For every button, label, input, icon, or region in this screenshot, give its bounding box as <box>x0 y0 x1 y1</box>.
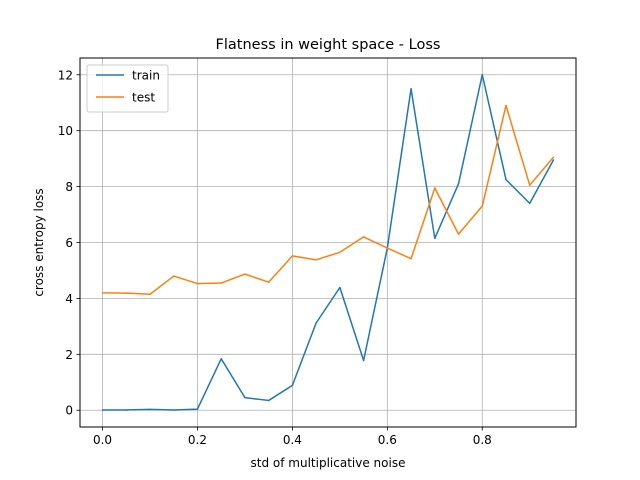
y-tick-label: 6 <box>65 236 73 250</box>
data-point-test <box>196 282 199 285</box>
data-point-train <box>172 409 175 411</box>
data-point-test <box>481 205 484 207</box>
x-tick-label: 0.4 <box>283 433 302 447</box>
data-point-train <box>528 202 531 205</box>
y-axis-label: cross entropy loss <box>32 188 46 296</box>
data-point-train <box>196 408 199 410</box>
data-point-train <box>552 159 555 161</box>
data-point-train <box>101 409 104 411</box>
y-tick-label: 0 <box>65 404 73 418</box>
data-point-test <box>434 187 436 189</box>
data-point-train <box>220 358 222 360</box>
data-point-test <box>244 273 246 275</box>
ticks: 0.0 0.2 0.4 0.6 0.8 0 2 4 6 8 10 12 <box>58 68 492 447</box>
series-line-train <box>102 74 555 411</box>
grid <box>80 58 576 427</box>
data-point-test <box>149 293 151 295</box>
y-tick-label: 2 <box>65 348 73 362</box>
data-point-test <box>101 292 104 294</box>
legend-label-test: test <box>132 91 155 105</box>
data-point-train <box>457 183 460 185</box>
data-point-test <box>267 281 270 283</box>
data-point-train <box>244 396 246 399</box>
legend-box <box>86 64 169 113</box>
series-line-test <box>102 104 555 295</box>
data-point-train <box>149 408 151 411</box>
data-point-train <box>505 178 507 181</box>
data-point-train <box>339 286 341 289</box>
x-tick-label: 0.0 <box>93 433 112 447</box>
x-axis-label: std of multiplicative noise <box>251 456 406 470</box>
data-point-test <box>125 292 128 294</box>
data-point-train <box>267 399 270 402</box>
data-point-test <box>291 255 294 257</box>
data-point-train <box>481 74 484 76</box>
data-point-train <box>434 237 436 240</box>
data-point-test <box>410 257 412 260</box>
data-point-test <box>220 282 222 284</box>
y-tick-label: 4 <box>65 292 73 306</box>
data-point-test <box>457 233 460 235</box>
data-point-test <box>315 259 317 261</box>
data-point-train <box>315 322 317 324</box>
x-tick-label: 0.6 <box>378 433 397 447</box>
legend-label-train: train <box>132 69 160 83</box>
data-point-test <box>505 104 507 107</box>
data-point-test <box>362 236 365 238</box>
data-point-test <box>172 275 175 277</box>
y-tick-label: 12 <box>58 68 73 82</box>
y-tick-label: 10 <box>58 124 73 138</box>
data-point-train <box>410 88 412 90</box>
data-point-test <box>528 184 531 186</box>
data-point-train <box>291 384 294 387</box>
chart-title: Flatness in weight space - Loss <box>216 37 441 53</box>
x-tick-label: 0.8 <box>473 433 492 447</box>
series-layer <box>101 74 555 411</box>
data-point-test <box>386 247 389 249</box>
legend: train test <box>86 64 169 113</box>
x-tick-label: 0.2 <box>188 433 207 447</box>
data-point-test <box>552 156 555 158</box>
y-tick-label: 8 <box>65 180 73 194</box>
data-point-train <box>362 359 365 362</box>
data-point-test <box>339 251 341 254</box>
data-point-train <box>125 409 128 411</box>
